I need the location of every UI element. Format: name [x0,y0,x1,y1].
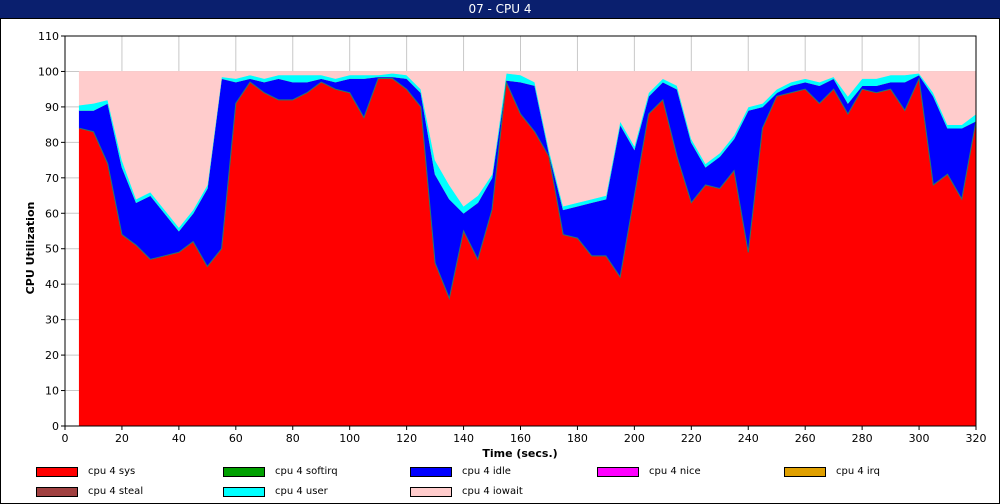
x-tick-label: 200 [624,432,645,445]
legend-item: cpu 4 irq [784,466,880,478]
x-tick-label: 320 [966,432,987,445]
y-tick-label: 90 [45,101,59,114]
y-tick-label: 20 [45,349,59,362]
x-tick-label: 260 [795,432,816,445]
legend-swatch [597,467,639,477]
legend-swatch [223,487,265,497]
y-tick-label: 10 [45,385,59,398]
x-tick-label: 40 [172,432,186,445]
legend-item: cpu 4 idle [410,466,511,478]
x-tick-label: 140 [453,432,474,445]
x-tick-label: 80 [286,432,300,445]
legend-label: cpu 4 user [275,486,328,497]
x-tick-label: 100 [339,432,360,445]
legend-swatch [410,467,452,477]
legend-item: cpu 4 nice [597,466,701,478]
y-tick-label: 50 [45,243,59,256]
x-tick-label: 160 [510,432,531,445]
x-tick-label: 60 [229,432,243,445]
y-axis-title: CPU Utilization [24,202,37,295]
chart-frame: 0 20 40 60 80 100 120 140 160 180 200 220 240 260 280 3… [0,18,1000,504]
x-tick-label: 20 [115,432,129,445]
y-tick-labels: 0 10 20 30 40 50 60 70 80 90 100 110 [38,30,65,433]
chart-plot: 0 20 40 60 80 100 120 140 160 180 200 220 240 260 280 3… [24,30,987,459]
stacked-areas [78,71,977,427]
y-tick-label: 70 [45,172,59,185]
legend-swatch [36,487,78,497]
y-tick-label: 60 [45,207,59,220]
legend-label: cpu 4 sys [88,466,136,477]
legend-swatch [223,467,265,477]
legend-item: cpu 4 user [223,486,328,498]
x-tick-label: 0 [62,432,69,445]
y-tick-label: 30 [45,314,59,327]
legend-label: cpu 4 softirq [275,466,338,477]
x-tick-label: 220 [681,432,702,445]
x-tick-label: 300 [909,432,930,445]
x-axis-title: Time (secs.) [482,447,557,459]
x-tick-label: 180 [567,432,588,445]
legend-swatch [784,467,826,477]
legend-item: cpu 4 sys [36,466,135,478]
y-tick-label: 80 [45,136,59,149]
legend-item: cpu 4 softirq [223,466,338,478]
legend-label: cpu 4 irq [836,466,880,477]
x-tick-label: 240 [738,432,759,445]
legend-item: cpu 4 steal [36,486,143,498]
series-boundary-line [79,76,977,301]
legend-swatch [36,467,78,477]
legend-label: cpu 4 iowait [462,486,523,497]
legend-label: cpu 4 nice [649,466,701,477]
x-tick-labels: 0 20 40 60 80 100 120 140 160 180 200 220 240 260 280 3… [62,426,987,445]
chart-title: 07 - CPU 4 [0,0,1000,18]
y-tick-label: 110 [38,30,59,43]
legend-label: cpu 4 idle [462,466,511,477]
y-tick-label: 0 [52,420,59,433]
legend-label: cpu 4 steal [88,486,144,497]
legend-item: cpu 4 iowait [410,486,523,498]
x-tick-label: 280 [852,432,873,445]
x-tick-label: 120 [396,432,417,445]
legend: cpu 4 sys cpu 4 softirq cpu 4 idle cpu 4 ni… [0,460,1000,504]
y-tick-label: 100 [38,65,59,78]
legend-swatch [410,487,452,497]
y-tick-label: 40 [45,278,59,291]
